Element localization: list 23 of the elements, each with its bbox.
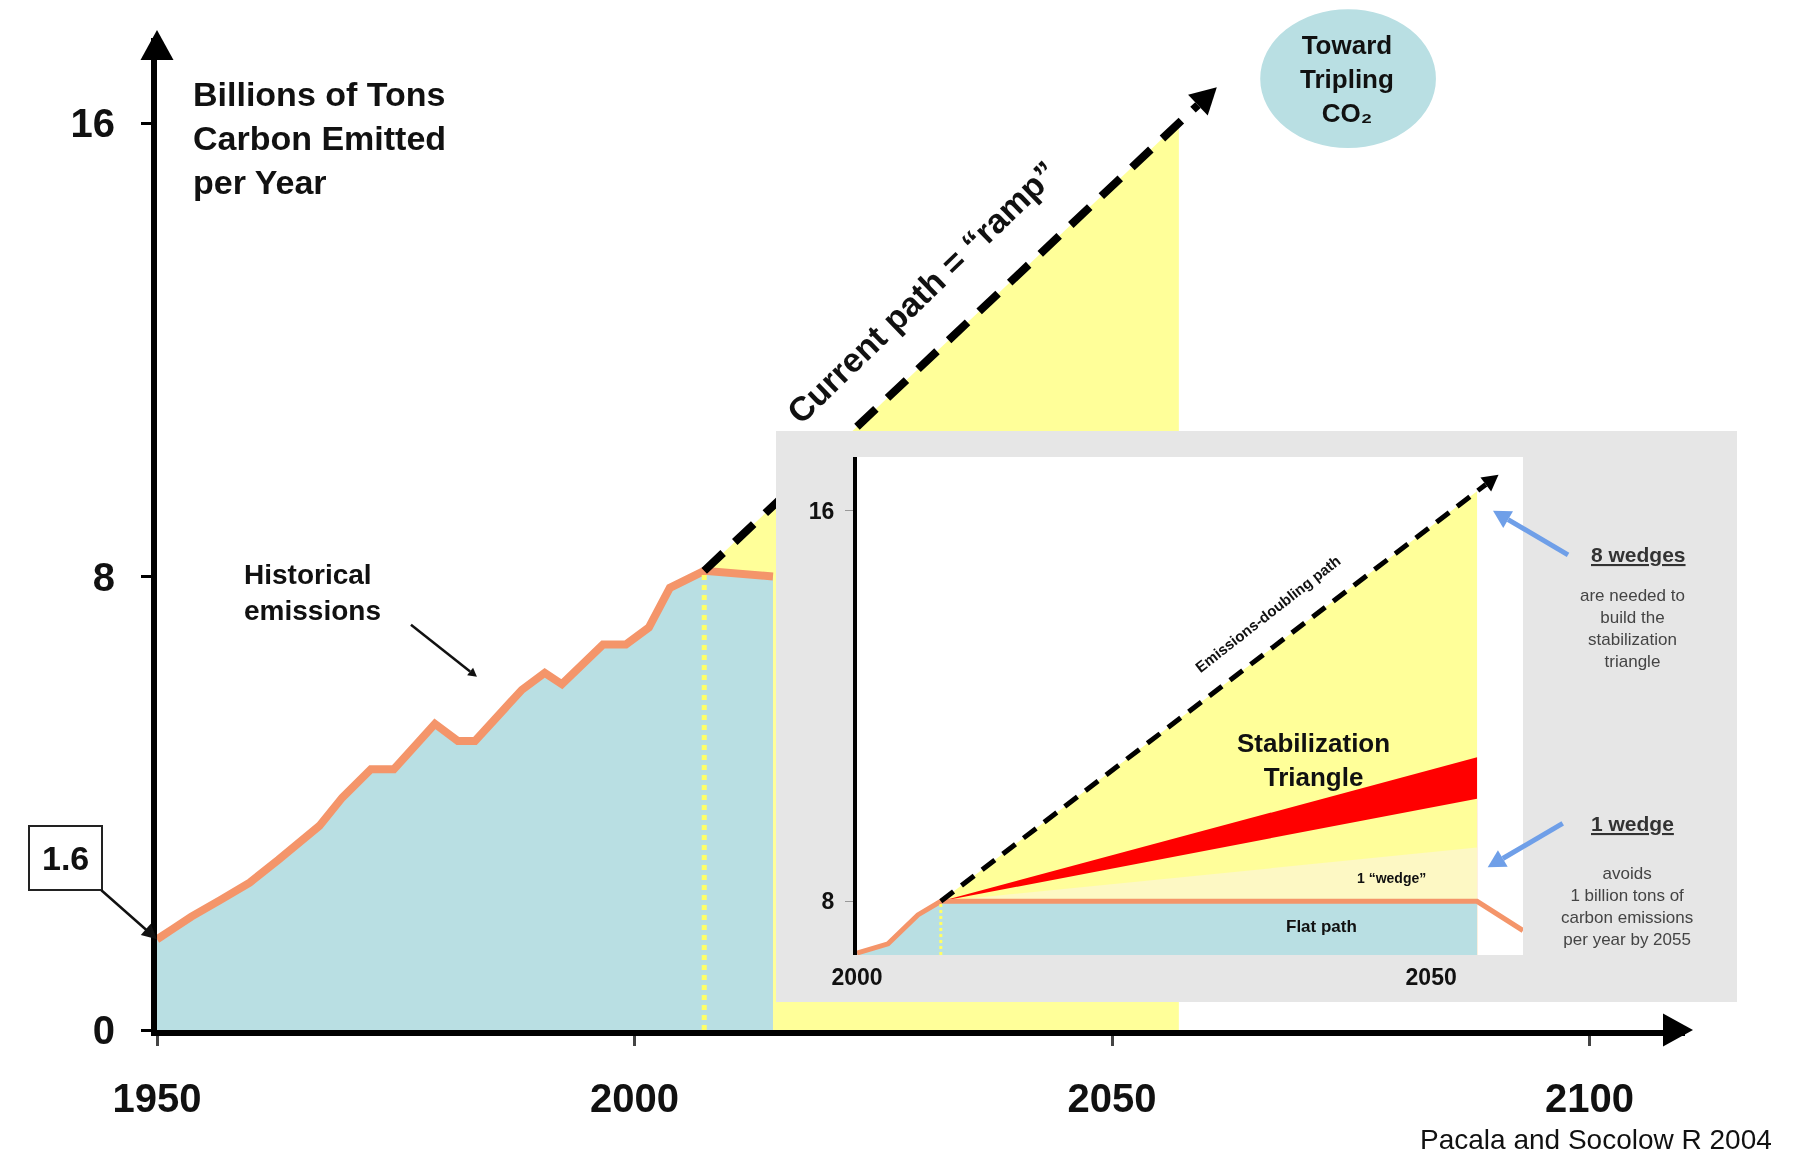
annotation: Toward Tripling CO₂ xyxy=(1300,30,1394,128)
x-tick-label: 1950 xyxy=(112,1076,202,1120)
annotation: 8 wedges xyxy=(1591,543,1686,566)
annotation: 1 wedge xyxy=(1591,812,1674,835)
annotation: are needed to build the stabilization triangle xyxy=(1580,586,1685,672)
y-tick-label: 0 xyxy=(92,1008,115,1052)
y-tick-label: 8 xyxy=(92,554,115,599)
x-tick-label: 2000 xyxy=(831,964,883,990)
y-tick-label: 8 xyxy=(821,888,835,915)
y-tick-label: 16 xyxy=(70,101,115,146)
x-tick-label: 2050 xyxy=(1405,964,1457,990)
y-axis-title: Billions of Tons Carbon Emitted per Year xyxy=(193,75,447,202)
text: Pacala and Socolow R 2004 xyxy=(1420,1124,1772,1155)
x-tick-label: 2050 xyxy=(1067,1076,1157,1120)
annotation: avoids 1 billion tons of carbon emissions per year by 2055 xyxy=(1561,864,1694,950)
x-tick-label: 2000 xyxy=(590,1076,679,1120)
y-tick-label: 16 xyxy=(808,497,835,524)
annotation: Historical emissions xyxy=(244,559,381,627)
annotation: 1.6 xyxy=(42,839,90,877)
annotation: 1 “wedge” xyxy=(1357,870,1427,886)
annotation: Flat path xyxy=(1286,917,1357,936)
x-tick-label: 2100 xyxy=(1545,1076,1634,1120)
annotation: Stabilization Triangle xyxy=(1237,728,1391,792)
